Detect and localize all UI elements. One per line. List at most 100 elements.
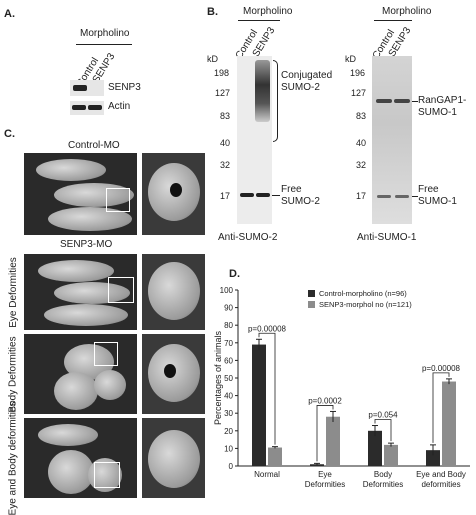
sumo2-marker-127: 127 bbox=[215, 88, 231, 98]
sumo2-marker-40: 40 bbox=[220, 138, 231, 148]
sumo1-marker-17: 17 bbox=[356, 191, 367, 201]
conjugated-sumo2-smear bbox=[255, 60, 270, 122]
percentages-chart: 0 10 20 30 40 50 60 70 80 90 100 Percentages of ani… bbox=[213, 286, 470, 489]
senp3-band-control bbox=[73, 85, 87, 91]
panel-b-right-kd: kD bbox=[345, 54, 356, 64]
eye-body-deformities-zoom-image bbox=[142, 418, 205, 498]
sumo1-annot-bottom-1: Free bbox=[418, 184, 439, 195]
body-deformities-image bbox=[24, 334, 137, 414]
legend-label: Control-morpholino (n=96) bbox=[319, 289, 407, 298]
panel-a-row-actin: Actin bbox=[108, 101, 131, 112]
sumo1-annot-bottom-2: SUMO-1 bbox=[418, 196, 457, 207]
sumo1-marker-196: 196 bbox=[350, 68, 366, 78]
y-tick-label: 60 bbox=[224, 356, 233, 365]
eye-deformities-zoom-box bbox=[108, 277, 134, 303]
control-zoom-image bbox=[142, 153, 205, 235]
sumo2-annot-top-1: Conjugated bbox=[281, 70, 333, 81]
p-value-label: p=0.0002 bbox=[308, 396, 342, 405]
y-tick-label: 90 bbox=[224, 304, 233, 313]
senp3-blot bbox=[70, 80, 104, 96]
y-tick-label: 10 bbox=[224, 444, 233, 453]
y-axis-label: Percentages of animals bbox=[213, 330, 223, 425]
eye-deformities-label-wrap: Eye Deformities bbox=[4, 254, 22, 330]
rangap1-band-senp3 bbox=[394, 99, 410, 103]
significance-bracket bbox=[374, 419, 392, 442]
panel-d-letter: D. bbox=[229, 268, 240, 280]
bar bbox=[368, 430, 382, 466]
sumo2-annot-bottom-1: Free bbox=[281, 184, 302, 195]
panel-a-letter: A. bbox=[4, 8, 15, 20]
actin-blot bbox=[70, 101, 104, 115]
body-deformities-zoom-box bbox=[94, 342, 118, 366]
y-tick-label: 0 bbox=[229, 462, 234, 471]
x-tick-label: Body bbox=[374, 470, 392, 479]
rangap1-tick bbox=[412, 101, 418, 102]
body-deformities-zoom-image bbox=[142, 334, 205, 414]
free-sumo1-band-senp3 bbox=[395, 195, 409, 198]
y-tick-label: 20 bbox=[224, 427, 233, 436]
free-sumo2-band-senp3 bbox=[256, 193, 270, 197]
x-tick-label: Eye and Body bbox=[416, 470, 466, 479]
control-zoom-box bbox=[106, 188, 130, 212]
sumo2-antibody: Anti-SUMO-2 bbox=[218, 232, 278, 243]
y-tick-label: 80 bbox=[224, 321, 233, 330]
legend-swatch bbox=[308, 301, 315, 308]
bar bbox=[252, 344, 266, 466]
free-sumo1-tick bbox=[412, 196, 418, 197]
y-tick-label: 50 bbox=[224, 374, 233, 383]
panel-a-header: Morpholino bbox=[80, 28, 130, 39]
free-sumo2-tick bbox=[272, 195, 280, 196]
sumo2-marker-32: 32 bbox=[220, 160, 231, 170]
legend-swatch bbox=[308, 290, 315, 297]
significance-bracket bbox=[316, 405, 334, 462]
p-value-label: p=0.00008 bbox=[248, 324, 287, 333]
actin-band-control bbox=[72, 105, 86, 110]
senp3-mo-label: SENP3-MO bbox=[60, 239, 113, 250]
row-eye-body-deformities: Eye and Body deformities bbox=[7, 401, 19, 515]
significance-bracket bbox=[432, 372, 450, 443]
sumo1-marker-83: 83 bbox=[356, 111, 367, 121]
free-sumo1-band-control bbox=[377, 195, 391, 198]
y-tick-label: 30 bbox=[224, 409, 233, 418]
eye-deformities-zoom-image bbox=[142, 254, 205, 330]
panel-b-left-header-line bbox=[238, 20, 280, 21]
sumo1-antibody: Anti-SUMO-1 bbox=[357, 232, 417, 243]
control-embryo-image bbox=[24, 153, 137, 235]
p-value-label: p=0.00008 bbox=[422, 364, 461, 373]
legend-label: SENP3-morphol no (n=121) bbox=[319, 300, 412, 309]
eye-body-zoom-box bbox=[94, 462, 120, 488]
y-tick-label: 100 bbox=[220, 286, 234, 295]
eye-body-deformities-image bbox=[24, 418, 137, 498]
x-tick-label: Deformities bbox=[305, 480, 345, 489]
sumo1-marker-40: 40 bbox=[356, 138, 367, 148]
conjugated-bracket bbox=[273, 60, 278, 142]
eye-body-deformities-label-wrap: Eye and Body deformities bbox=[4, 401, 22, 515]
sumo2-annot-top-2: SUMO-2 bbox=[281, 82, 320, 93]
panel-b-right-header: Morpholino bbox=[382, 6, 432, 17]
sumo2-marker-83: 83 bbox=[220, 111, 231, 121]
sumo2-annot-bottom-2: SUMO-2 bbox=[281, 196, 320, 207]
bar bbox=[426, 450, 440, 466]
x-tick-label: Normal bbox=[254, 470, 280, 479]
rangap1-band-control bbox=[376, 99, 392, 103]
sumo1-annot-top-2: SUMO-1 bbox=[418, 107, 457, 118]
p-value-label: p=0.054 bbox=[368, 411, 398, 420]
row-eye-deformities: Eye Deformities bbox=[7, 256, 19, 328]
x-tick-label: deformities bbox=[421, 480, 460, 489]
x-tick-label: Deformities bbox=[363, 480, 403, 489]
panel-b-letter: B. bbox=[207, 6, 218, 18]
bar bbox=[326, 416, 340, 466]
eye-deformities-image bbox=[24, 254, 137, 330]
sumo2-marker-198: 198 bbox=[214, 68, 230, 78]
bar bbox=[384, 444, 398, 466]
bar bbox=[442, 381, 456, 466]
panel-b-left-header: Morpholino bbox=[243, 6, 293, 17]
control-mo-label: Control-MO bbox=[68, 140, 120, 151]
sumo1-annot-top-1: RanGAP1- bbox=[418, 95, 467, 106]
panel-c-letter: C. bbox=[4, 128, 15, 140]
free-sumo2-band-control bbox=[240, 193, 254, 197]
panel-a-row-senp3: SENP3 bbox=[108, 82, 141, 93]
panel-b-left-kd: kD bbox=[207, 54, 218, 64]
panel-a-header-line bbox=[76, 44, 132, 45]
sumo1-blot bbox=[372, 56, 412, 224]
